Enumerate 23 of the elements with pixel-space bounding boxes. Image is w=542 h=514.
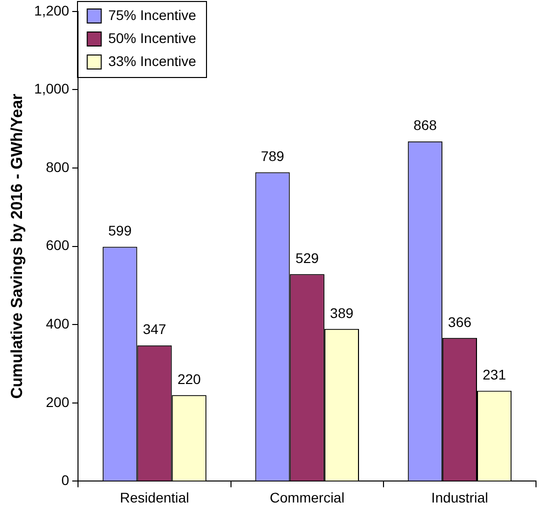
y-tick-label: 1,200: [34, 2, 70, 18]
legend-label: 33% Incentive: [108, 52, 196, 69]
x-tick-label: Industrial: [431, 489, 488, 506]
y-tick-label: 800: [46, 158, 70, 175]
legend-label: 75% Incentive: [108, 6, 196, 23]
y-axis-title: Cumulative Savings by 2016 - GWh/Year: [9, 94, 26, 399]
data-label: 868: [413, 117, 438, 134]
x-tick-label: Commercial: [270, 489, 344, 506]
y-tick-label: 600: [46, 237, 70, 254]
data-label: 366: [448, 314, 472, 330]
data-label: 389: [330, 304, 354, 321]
data-label: 347: [142, 321, 166, 338]
data-label: 789: [260, 148, 284, 164]
x-tick-label: Residential: [120, 489, 190, 506]
y-tick-label: 1,000: [34, 80, 70, 97]
data-label: 220: [177, 370, 202, 387]
data-label: 231: [482, 366, 506, 383]
y-tick-label: 400: [46, 315, 70, 332]
data-label: 529: [295, 250, 320, 266]
y-tick-label: 200: [46, 394, 70, 410]
data-label: 599: [108, 222, 132, 239]
legend-label: 50% Incentive: [108, 30, 196, 46]
y-tick-label: 0: [61, 472, 70, 488]
